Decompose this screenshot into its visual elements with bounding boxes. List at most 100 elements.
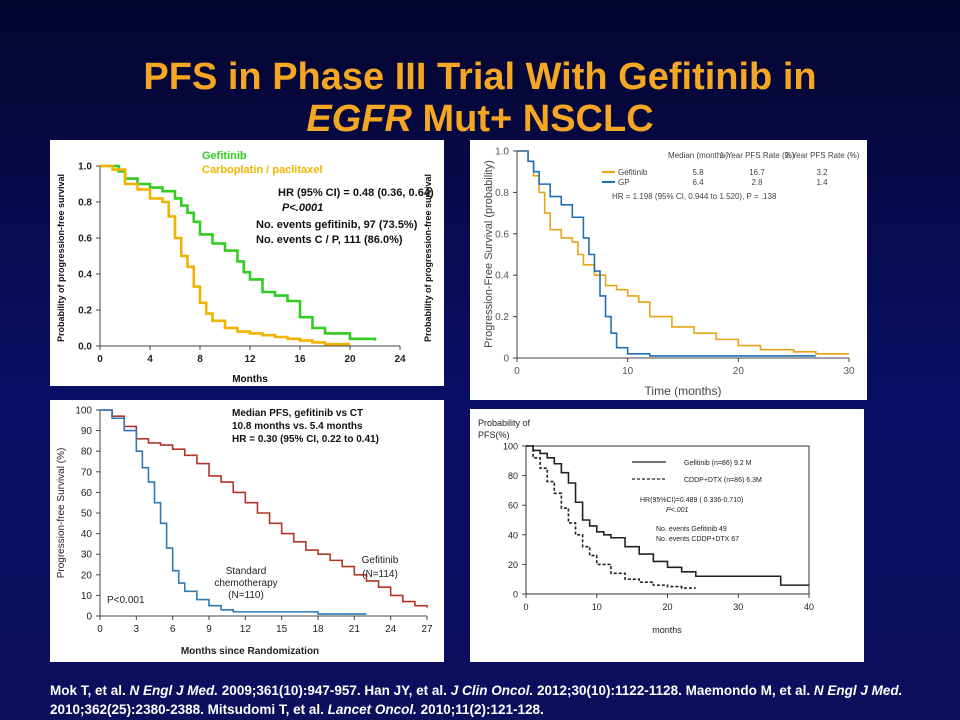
- title-line-2: EGFR Mut+ NSCLC: [0, 98, 960, 140]
- chart-panel-1: 0 4 8 12 16 20 24 0.0 0.2 0.4 0.6 0.8 1.0 Gefitinib Ca…: [50, 140, 444, 386]
- citation-part: N Engl J Med.: [813, 683, 903, 698]
- x-tick-label: 3: [134, 624, 140, 635]
- legend-gefitinib: Gefitinib: [202, 150, 247, 162]
- chart-1-svg: 0 4 8 12 16 20 24 0.0 0.2 0.4 0.6 0.8 1.0 Gefitinib Ca…: [56, 150, 434, 385]
- series-line-1: [517, 150, 816, 357]
- y-tick-label: 100: [75, 406, 92, 417]
- table-cell: 5.8: [692, 168, 704, 177]
- citation: Mok T, et al. N Engl J Med. 2009;361(10)…: [50, 681, 950, 719]
- annotation-events-g: No. events gefitinib, 97 (73.5%): [256, 219, 418, 231]
- y-axis-label: Probability of progression-free survival: [56, 174, 66, 342]
- y-tick-label: 60: [508, 501, 518, 511]
- legend-cp: Carboplatin / paclitaxel: [202, 164, 322, 176]
- table-cell: 2.8: [751, 178, 763, 187]
- annotation-p: P<.0001: [282, 202, 323, 214]
- y-tick-label: 0.2: [78, 306, 92, 317]
- citation-part: Mok T, et al.: [50, 683, 130, 698]
- x-tick-label: 18: [312, 624, 324, 635]
- citation-part: N Engl J Med.: [129, 683, 219, 698]
- slide-title: PFS in Phase III Trial With Gefitinib in…: [0, 56, 960, 140]
- annotation-hr: HR (95% CI) = 0.48 (0.36, 0.64): [278, 187, 434, 199]
- series-line-0: [100, 164, 377, 341]
- y-tick-label: 1.0: [78, 162, 92, 173]
- y-tick-label: 0.6: [78, 234, 92, 245]
- table-cell: 16.7: [749, 168, 765, 177]
- x-tick-label: 27: [421, 624, 433, 635]
- y-tick-label: 70: [81, 467, 93, 478]
- title-gene: EGFR: [306, 98, 412, 140]
- y-tick-label: 0: [86, 612, 92, 623]
- series-line-0: [526, 445, 809, 586]
- x-tick-label: 30: [843, 366, 855, 377]
- x-axis-label: Time (months): [645, 384, 722, 398]
- chart-panel-2: 0 10 20 30 0 0.2 0.4 0.6 0.8 1.0 Median (months) 1-…: [470, 140, 867, 400]
- y-tick-label: 40: [508, 530, 518, 540]
- annotation-p: P<0.001: [107, 595, 145, 606]
- y-axis-label-1: Probability of: [478, 418, 531, 428]
- y-tick-label: 0.8: [78, 198, 92, 209]
- y-tick-label: 80: [508, 471, 518, 481]
- legend-gefitinib: Gefitinib (n=86) 9.2 M: [684, 460, 752, 467]
- series-label-chemo-n: (N=110): [228, 590, 264, 601]
- y-tick-label: 0.2: [495, 312, 509, 323]
- annotation-events-g: No. events Gefitinib 49: [656, 526, 727, 533]
- x-tick-label: 12: [240, 624, 252, 635]
- table-header: 1-Year PFS Rate (%): [720, 151, 795, 160]
- y-axis-label-2: PFS(%): [478, 430, 510, 440]
- x-axis-label: Months: [232, 374, 268, 385]
- x-tick-label: 21: [349, 624, 361, 635]
- x-tick-label: 4: [147, 354, 153, 365]
- table-cell: 1.4: [816, 178, 828, 187]
- y-tick-label: 1.0: [495, 147, 509, 158]
- x-tick-label: 16: [294, 354, 306, 365]
- annotation-hr: HR(95%CI)=0.489 ( 0.336-0.710): [640, 497, 743, 504]
- chart-2-svg: 0 10 20 30 0 0.2 0.4 0.6 0.8 1.0 Median (months)1-…: [483, 147, 860, 399]
- y-tick-label: 20: [508, 560, 518, 570]
- x-tick-label: 20: [344, 354, 356, 365]
- x-tick-label: 0: [97, 624, 103, 635]
- x-axis-label: Months since Randomization: [181, 646, 319, 657]
- table-cell: 3.2: [816, 168, 828, 177]
- y-tick-label: 10: [81, 591, 93, 602]
- annotation-p: P<.001: [666, 507, 688, 514]
- chart-panel-3: 0 3 6 9 12 15 18 21 24 27 0 10 20 30 40 50 60 70 80 90 100 Me…: [50, 400, 444, 662]
- x-tick-label: 8: [197, 354, 203, 365]
- legend-cddp: CDDP+DTX (n=86) 6.3M: [684, 477, 762, 484]
- title-line-1: PFS in Phase III Trial With Gefitinib in: [143, 56, 817, 98]
- x-tick-label: 0: [97, 354, 103, 365]
- y-tick-label: 0.6: [495, 229, 509, 240]
- x-tick-label: 0: [514, 366, 520, 377]
- series-label-gefitinib: Gefitinib: [362, 555, 399, 566]
- series-line-1: [100, 164, 350, 346]
- series-line-1: [100, 409, 367, 615]
- x-tick-label: 24: [385, 624, 397, 635]
- y-tick-label: 80: [81, 447, 93, 458]
- y-axis-label-right: Probability of progression-free survival: [423, 174, 433, 342]
- x-tick-label: 10: [622, 366, 634, 377]
- table-row-label: GP: [618, 178, 630, 187]
- series-line-0: [100, 409, 428, 608]
- table-header: Median (months): [668, 151, 728, 160]
- series-line-1: [526, 445, 696, 589]
- annotation-months: 10.8 months vs. 5.4 months: [232, 421, 363, 432]
- y-tick-label: 0: [503, 354, 509, 365]
- series-label-chemo: Standard: [226, 566, 267, 577]
- y-axis-label: Progression-Free Survival (probability): [483, 160, 495, 348]
- x-tick-label: 10: [592, 602, 602, 612]
- chart-panel-4: 0 10 20 30 40 0 20 40 60 80 100 Probability of PFS(%…: [470, 409, 864, 662]
- title-rest: Mut+ NSCLC: [411, 98, 654, 140]
- citation-part: 2010;362(25):2380-2388. Mitsudomi T, et …: [50, 702, 328, 717]
- series-line-0: [517, 150, 849, 355]
- y-tick-label: 50: [81, 509, 93, 520]
- x-tick-label: 9: [206, 624, 212, 635]
- citation-part: 2009;361(10):947-957. Han JY, et al.: [218, 683, 451, 698]
- chart-3-svg: 0 3 6 9 12 15 18 21 24 27 0 10 20 30 40 50 60 70 80 90 100 Me…: [56, 406, 433, 658]
- table-row-label: Gefitinib: [618, 168, 648, 177]
- x-tick-label: 20: [662, 602, 672, 612]
- citation-part: Lancet Oncol.: [327, 702, 417, 717]
- x-tick-label: 20: [733, 366, 745, 377]
- y-axis-label: Progression-free Survival (%): [56, 448, 67, 579]
- x-tick-label: 30: [733, 602, 743, 612]
- table-cell: 6.4: [692, 178, 704, 187]
- annotation-hr: HR = 1.198 (95% CI, 0.944 to 1.520), P =…: [612, 192, 777, 201]
